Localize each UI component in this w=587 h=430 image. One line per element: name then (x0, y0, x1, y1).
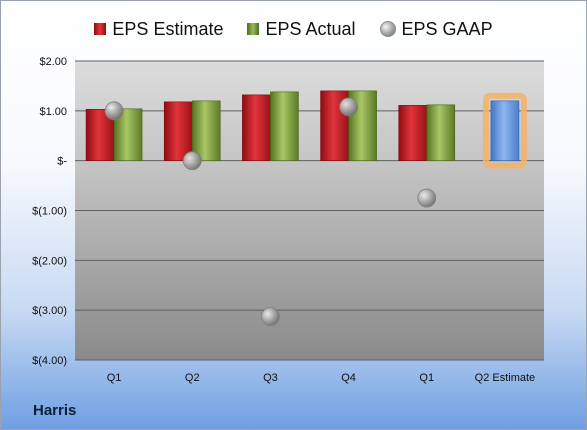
x-tick-label: Q2 Estimate (475, 372, 536, 384)
bar-eps-actual (426, 104, 456, 161)
legend-swatch-estimate (94, 23, 107, 35)
bar-eps-actual (270, 91, 299, 161)
y-tick-label: $(4.00) (32, 355, 67, 367)
x-tick-label: Q3 (263, 372, 278, 384)
bar-eps-estimate (242, 94, 271, 161)
y-tick-label: $- (57, 156, 67, 168)
chart-legend: EPS Estimate EPS Actual EPS GAAP (0, 14, 587, 44)
legend-label-actual: EPS Actual (265, 18, 356, 39)
forecast-highlight (482, 92, 527, 169)
point-eps-gaap (104, 101, 124, 121)
point-eps-gaap (261, 307, 280, 327)
legend-label-gaap: EPS GAAP (401, 18, 493, 39)
legend-item-actual: EPS Actual (247, 18, 356, 40)
bar-eps-estimate (163, 101, 193, 161)
point-eps-gaap (417, 188, 437, 208)
x-tick-label: Q4 (341, 372, 356, 384)
legend-swatch-gaap (379, 21, 396, 37)
y-tick-label: $(2.00) (32, 255, 67, 267)
bar-eps-forecast (490, 100, 520, 161)
point-eps-gaap (182, 151, 202, 171)
bar-eps-actual (191, 100, 221, 161)
point-eps-gaap (339, 97, 358, 117)
legend-item-gaap: EPS GAAP (379, 18, 493, 40)
company-name: Harris (33, 402, 77, 419)
legend-item-estimate: EPS Estimate (94, 19, 223, 40)
bar-eps-estimate (398, 105, 428, 161)
x-tick-label: Q2 (185, 372, 200, 384)
y-tick-label: $2.00 (39, 56, 67, 68)
y-tick-label: $(1.00) (32, 206, 67, 218)
legend-label-estimate: EPS Estimate (112, 18, 224, 39)
x-tick-label: Q1 (107, 372, 122, 384)
y-tick-label: $(3.00) (32, 305, 67, 317)
y-tick-label: $1.00 (39, 106, 67, 118)
x-tick-label: Q1 (419, 372, 434, 384)
legend-swatch-actual (247, 23, 260, 35)
bar-eps-estimate (85, 109, 115, 161)
